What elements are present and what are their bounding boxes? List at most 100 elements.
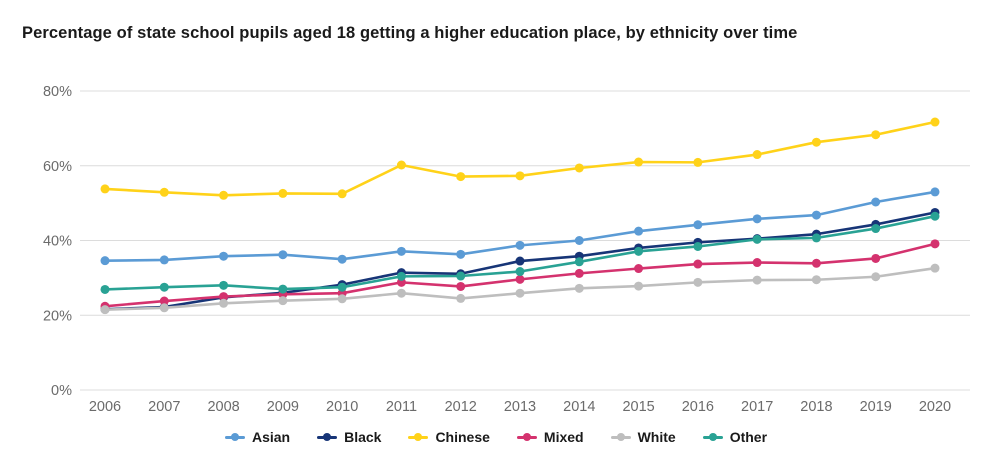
data-point-white-2012 (456, 293, 466, 303)
data-point-other-2014 (574, 257, 584, 267)
chart-legend: Asian Black Chinese Mixed White Other (0, 429, 992, 445)
data-point-other-2011 (396, 271, 406, 281)
legend-marker-other (702, 432, 723, 442)
data-point-chinese-2020 (930, 117, 940, 127)
data-point-mixed-2017 (752, 258, 762, 268)
legend-label-white: White (637, 429, 676, 445)
legend-marker-white (610, 432, 631, 442)
legend-label-black: Black (344, 429, 382, 445)
data-point-chinese-2015 (634, 157, 644, 167)
data-point-white-2015 (634, 281, 644, 291)
data-point-white-2006 (100, 305, 110, 315)
data-point-chinese-2014 (574, 163, 584, 173)
legend-item-asian: Asian (224, 429, 290, 445)
data-point-black-2013 (515, 256, 525, 266)
y-tick-label: 80% (43, 84, 72, 100)
data-point-other-2018 (811, 233, 821, 243)
data-point-asian-2006 (100, 256, 110, 266)
data-point-chinese-2007 (159, 187, 169, 197)
legend-label-chinese: Chinese (435, 429, 490, 445)
x-tick-label: 2010 (326, 399, 358, 415)
data-point-asian-2020 (930, 187, 940, 197)
data-point-chinese-2019 (871, 130, 881, 140)
y-tick-label: 0% (51, 383, 72, 399)
y-tick-label: 40% (43, 234, 72, 250)
data-point-asian-2010 (337, 254, 347, 264)
x-tick-label: 2012 (445, 399, 477, 415)
legend-marker-asian (224, 432, 245, 442)
legend-label-other: Other (729, 429, 768, 445)
legend-marker-black (317, 432, 338, 442)
data-point-white-2007 (159, 303, 169, 313)
data-point-white-2017 (752, 275, 762, 285)
data-point-asian-2012 (456, 249, 466, 259)
y-tick-label: 20% (43, 308, 72, 324)
data-point-other-2015 (634, 246, 644, 256)
data-point-white-2013 (515, 288, 525, 298)
legend-item-black: Black (317, 429, 381, 445)
data-point-mixed-2019 (871, 253, 881, 263)
data-point-mixed-2012 (456, 281, 466, 291)
data-point-other-2020 (930, 211, 940, 221)
data-point-mixed-2018 (811, 258, 821, 268)
data-point-asian-2019 (871, 197, 881, 207)
data-point-other-2016 (693, 241, 703, 251)
data-point-asian-2008 (219, 251, 229, 261)
data-point-other-2012 (456, 271, 466, 281)
series-line-asian (103, 190, 937, 262)
x-tick-label: 2013 (504, 399, 536, 415)
data-point-asian-2017 (752, 214, 762, 224)
data-point-other-2006 (100, 284, 110, 294)
data-point-asian-2013 (515, 240, 525, 250)
data-point-mixed-2015 (634, 264, 644, 274)
legend-label-mixed: Mixed (543, 429, 584, 445)
y-tick-label: 60% (43, 159, 72, 175)
data-point-other-2019 (871, 224, 881, 234)
data-point-mixed-2007 (159, 296, 169, 306)
data-point-chinese-2008 (219, 190, 229, 200)
x-tick-label: 2009 (267, 399, 299, 415)
data-point-asian-2018 (811, 210, 821, 220)
data-point-white-2016 (693, 277, 703, 287)
x-tick-label: 2008 (207, 399, 239, 415)
data-point-mixed-2014 (574, 268, 584, 278)
data-point-chinese-2017 (752, 150, 762, 160)
data-point-other-2017 (752, 234, 762, 244)
x-tick-label: 2016 (682, 399, 714, 415)
data-point-chinese-2006 (100, 184, 110, 194)
x-tick-label: 2019 (860, 399, 892, 415)
legend-item-other: Other (702, 429, 768, 445)
data-point-chinese-2009 (278, 188, 288, 198)
legend-item-chinese: Chinese (408, 429, 490, 445)
data-point-chinese-2013 (515, 171, 525, 181)
legend-item-white: White (610, 429, 676, 445)
data-point-white-2011 (396, 288, 406, 298)
data-point-asian-2007 (159, 255, 169, 265)
data-point-white-2009 (278, 296, 288, 306)
data-point-white-2010 (337, 294, 347, 304)
data-point-other-2009 (278, 284, 288, 294)
data-point-mixed-2008 (219, 292, 229, 302)
data-point-mixed-2013 (515, 274, 525, 284)
data-point-chinese-2012 (456, 172, 466, 182)
data-point-other-2010 (337, 282, 347, 292)
legend-marker-chinese (408, 432, 429, 442)
data-point-chinese-2011 (396, 160, 406, 170)
series-line-chinese (103, 120, 937, 197)
data-point-chinese-2010 (337, 189, 347, 199)
x-tick-label: 2017 (741, 399, 773, 415)
x-tick-label: 2007 (148, 399, 180, 415)
data-point-asian-2009 (278, 250, 288, 260)
data-point-white-2020 (930, 263, 940, 273)
data-point-white-2014 (574, 283, 584, 293)
data-point-other-2007 (159, 282, 169, 292)
x-tick-label: 2015 (622, 399, 654, 415)
data-point-asian-2011 (396, 246, 406, 256)
legend-item-mixed: Mixed (516, 429, 584, 445)
data-point-chinese-2016 (693, 157, 703, 167)
x-tick-label: 2018 (800, 399, 832, 415)
legend-marker-mixed (516, 432, 537, 442)
chart-title: Percentage of state school pupils aged 1… (22, 24, 798, 42)
